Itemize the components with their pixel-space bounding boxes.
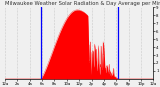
Text: Milwaukee Weather Solar Radiation & Day Average per Minute W/m2 (Today): Milwaukee Weather Solar Radiation & Day … bbox=[5, 1, 160, 6]
